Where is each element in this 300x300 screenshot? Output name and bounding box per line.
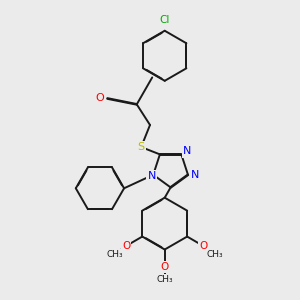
- Text: CH₃: CH₃: [156, 275, 173, 284]
- Text: Cl: Cl: [160, 15, 170, 26]
- Text: S: S: [138, 142, 145, 152]
- Text: O: O: [122, 241, 130, 251]
- Text: N: N: [191, 170, 200, 180]
- Text: O: O: [199, 241, 208, 251]
- Text: N: N: [183, 146, 191, 156]
- Text: O: O: [96, 94, 104, 103]
- Text: CH₃: CH₃: [106, 250, 123, 259]
- Text: O: O: [160, 262, 169, 272]
- Text: N: N: [148, 171, 156, 181]
- Text: CH₃: CH₃: [206, 250, 223, 259]
